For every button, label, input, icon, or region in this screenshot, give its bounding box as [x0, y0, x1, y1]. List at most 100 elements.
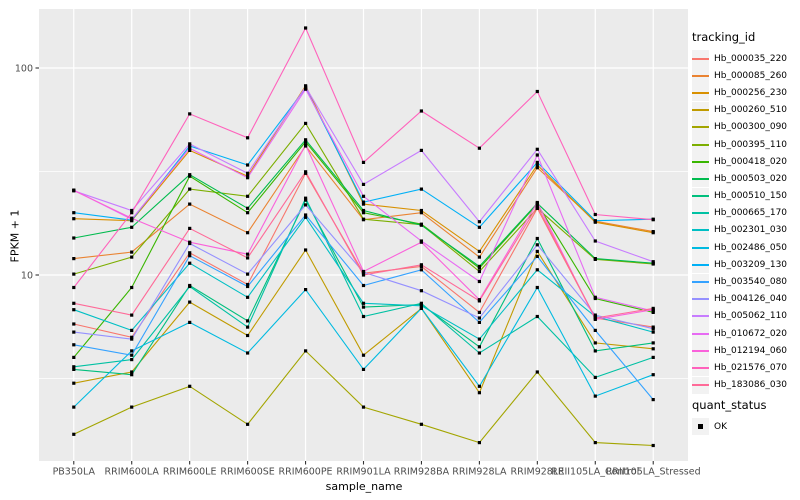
data-point	[130, 373, 134, 377]
data-point	[361, 211, 366, 215]
data-point	[535, 89, 539, 94]
data-point	[419, 289, 423, 293]
data-point	[477, 320, 481, 324]
data-point	[361, 273, 366, 277]
data-point	[361, 283, 366, 288]
data-point	[304, 138, 308, 142]
data-point	[361, 160, 366, 164]
data-point	[419, 306, 423, 310]
data-point	[72, 272, 76, 276]
data-point	[130, 313, 134, 317]
data-point	[72, 211, 76, 215]
legend-key-icon	[692, 256, 709, 274]
data-point	[593, 295, 597, 299]
data-point	[593, 328, 597, 332]
data-point	[477, 225, 481, 229]
data-point	[188, 300, 192, 304]
data-point	[419, 109, 423, 113]
data-point	[188, 146, 192, 150]
data-point	[651, 341, 655, 345]
legend-item-Hb_183086_030: Hb_183086_030	[692, 376, 787, 394]
data-point	[304, 170, 308, 174]
data-point	[535, 206, 539, 210]
data-point	[593, 349, 597, 353]
x-tick-label: RRIM928LE	[511, 467, 565, 478]
x-tick-label: RRIM928LA	[452, 467, 507, 478]
legend-key-icon	[692, 101, 709, 119]
legend-item-label: Hb_004126_040	[714, 294, 788, 305]
data-point	[535, 268, 539, 272]
x-tick-label: RRII105LA_Stressed	[606, 467, 701, 478]
y-tick-label: 10	[21, 270, 33, 281]
data-point	[361, 405, 366, 409]
data-point	[304, 349, 308, 353]
data-point	[304, 87, 308, 91]
data-point	[535, 163, 539, 167]
data-point	[72, 301, 76, 305]
data-point	[188, 251, 192, 255]
legend-item-Hb_000085_260: Hb_000085_260	[692, 67, 788, 85]
legend-key-icon	[692, 325, 709, 343]
data-point	[72, 432, 76, 436]
data-point	[535, 370, 539, 374]
data-point	[304, 288, 308, 292]
data-point	[246, 333, 250, 338]
data-point	[130, 225, 134, 229]
data-point	[246, 163, 250, 167]
x-tick-label: RRIM600PE	[279, 467, 333, 478]
data-point	[72, 343, 76, 347]
data-point	[304, 26, 308, 30]
legend-item-Hb_004126_040: Hb_004126_040	[692, 290, 788, 308]
data-point	[130, 250, 134, 254]
data-point	[246, 295, 250, 299]
legend-key-icon	[692, 67, 709, 85]
data-point	[535, 285, 539, 290]
legend-item-label: Hb_000395_110	[714, 139, 788, 150]
data-point	[304, 196, 308, 200]
legend-key-icon	[692, 153, 709, 171]
data-point	[130, 358, 134, 362]
data-point	[246, 256, 250, 260]
point-marker-icon	[692, 418, 709, 436]
data-point	[419, 208, 423, 213]
data-point	[535, 314, 539, 319]
data-point	[477, 249, 481, 253]
data-point	[72, 188, 76, 193]
data-point	[72, 405, 76, 409]
data-point	[419, 187, 423, 191]
data-point	[651, 330, 655, 334]
data-point	[477, 299, 481, 303]
data-point	[130, 211, 134, 215]
legend-item-label: Hb_000418_020	[714, 156, 788, 167]
data-point	[651, 327, 655, 331]
data-point	[188, 384, 192, 388]
data-point	[593, 375, 597, 379]
legend-item-Hb_005062_110: Hb_005062_110	[692, 307, 787, 325]
legend-item-label: Hb_000035_220	[714, 53, 788, 64]
legend-item-label: Hb_002486_050	[714, 242, 788, 253]
legend-item-label: Hb_000085_260	[714, 70, 788, 81]
data-point	[246, 272, 250, 276]
legend-item-Hb_000418_020: Hb_000418_020	[692, 153, 788, 171]
legend-item-Hb_003540_080: Hb_003540_080	[692, 273, 788, 291]
x-tick-label: RRIM901LA	[336, 467, 391, 478]
data-point	[477, 337, 481, 341]
data-point	[188, 320, 192, 324]
legend-key-icon	[692, 359, 709, 377]
x-tick-label: RRIM600SE	[220, 467, 274, 478]
x-tick-label: RRIM600LE	[163, 467, 217, 478]
data-point	[593, 394, 597, 398]
legend-item-label: Hb_003209_130	[714, 259, 788, 270]
legend-item-label: Hb_003540_080	[714, 277, 788, 288]
data-point	[304, 121, 308, 125]
legend-item-label: Hb_000665_170	[714, 208, 788, 219]
data-point	[477, 310, 481, 314]
data-point	[593, 239, 597, 243]
legend-item-Hb_010672_020: Hb_010672_020	[692, 325, 787, 343]
data-point	[477, 269, 481, 274]
data-point	[304, 248, 308, 252]
x-tick-label: PB350LA	[53, 467, 96, 478]
data-point	[419, 263, 423, 267]
legend-key-icon	[692, 376, 709, 394]
